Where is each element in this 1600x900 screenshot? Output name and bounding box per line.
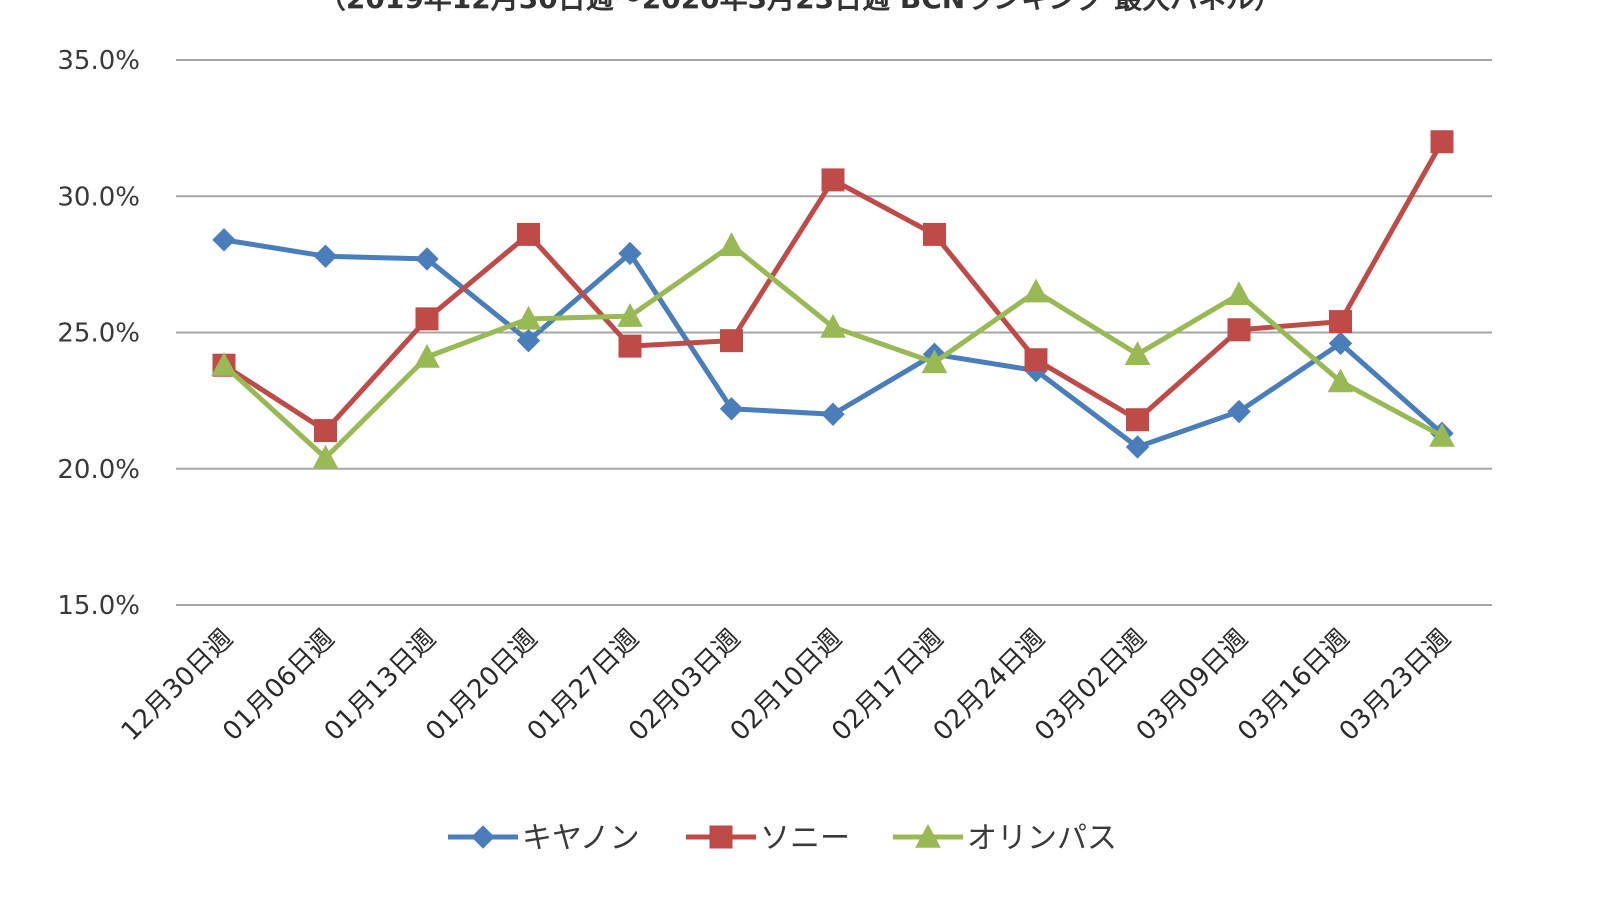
data-point <box>1227 318 1251 342</box>
y-tick-label: 25.0% <box>57 319 140 349</box>
data-point <box>1429 422 1455 447</box>
chart-title-area: （2019年12月30日週～2020年3月23日週 BCNランキング 最大パネル… <box>318 0 1282 15</box>
data-point <box>312 444 339 469</box>
legend-swatch-marker <box>709 825 733 849</box>
data-point <box>1226 281 1252 306</box>
data-point <box>1125 435 1150 459</box>
y-tick-label: 15.0% <box>57 591 140 621</box>
data-point <box>1023 278 1049 303</box>
legend-swatch-marker <box>915 823 941 848</box>
data-point <box>1329 310 1352 334</box>
data-point <box>720 329 743 353</box>
data-point <box>718 232 745 256</box>
legend-label: ソニー <box>760 821 850 856</box>
y-axis-ticks: 35.0% 30.0% 25.0% 20.0% 15.0% <box>57 46 140 621</box>
data-point <box>415 247 439 271</box>
data-point <box>1227 399 1251 424</box>
data-point <box>719 397 744 421</box>
data-point <box>921 349 948 374</box>
series-3 <box>211 232 1455 469</box>
legend-label: キヤノン <box>522 821 640 856</box>
data-point <box>1327 368 1354 393</box>
legend-label: オリンパス <box>967 821 1117 856</box>
series-1 <box>212 228 1454 459</box>
data-point <box>1328 331 1353 356</box>
data-point <box>1430 130 1454 154</box>
data-point <box>1126 408 1149 432</box>
chart-title: （2019年12月30日週～2020年3月23日週 BCNランキング 最大パネル… <box>318 0 1282 15</box>
series-group <box>211 130 1455 469</box>
data-point <box>212 228 236 252</box>
data-point <box>414 343 440 368</box>
data-point <box>923 222 946 246</box>
y-tick-label: 20.0% <box>57 455 140 485</box>
legend-item: ソニー <box>686 821 850 856</box>
data-point <box>314 419 337 443</box>
data-point <box>617 303 643 327</box>
data-point <box>1124 341 1151 365</box>
x-axis-ticks: 12月30日週01月06日週01月13日週01月20日週01月27日週02月03… <box>116 624 1457 747</box>
data-point <box>517 222 540 246</box>
y-tick-label: 35.0% <box>57 46 140 76</box>
series-line <box>222 242 1444 461</box>
data-point <box>313 244 338 268</box>
data-point <box>415 307 439 331</box>
data-point <box>516 328 541 353</box>
data-point <box>515 305 542 330</box>
series-2 <box>212 130 1454 443</box>
data-point <box>821 402 845 426</box>
data-point <box>1024 348 1048 372</box>
data-point <box>618 241 642 266</box>
y-tick-label: 30.0% <box>57 182 140 212</box>
legend-swatch-marker <box>471 825 495 849</box>
data-point <box>821 168 845 192</box>
legend-item: キヤノン <box>448 821 640 856</box>
legend: キヤノン ソニー オリンパス <box>448 821 1117 856</box>
data-point <box>211 352 237 376</box>
legend-item: オリンパス <box>893 821 1117 856</box>
data-point <box>618 334 642 358</box>
data-point <box>820 313 846 338</box>
